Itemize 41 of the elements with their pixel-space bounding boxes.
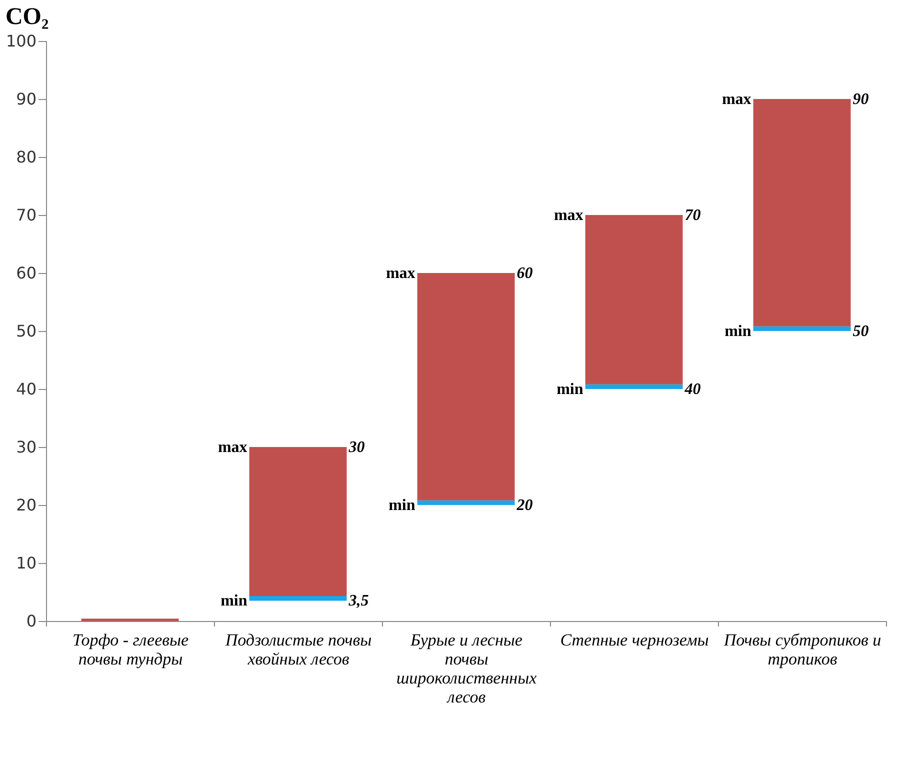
bar [753,99,851,326]
x-tick-label: Бурые и лесные почвы широколиственных лесов [396,630,538,706]
y-tick-label: 90 [16,90,36,108]
y-tick-label: 20 [16,496,36,514]
annotation: min [556,381,584,398]
annotation: 20 [516,497,533,514]
bar [417,500,515,505]
bar [753,326,851,331]
bar [417,273,515,500]
x-tick-label: Подзолистые почвы хвойных лесов [224,630,372,668]
y-tick-label: 100 [6,32,36,50]
data-label: 30 [348,439,365,456]
data-label: 60 [516,265,533,282]
annotation: 50 [852,323,869,340]
annotation: min [220,592,248,610]
bar [249,447,347,596]
annotation: max [218,439,248,456]
data-label: 90 [852,91,869,108]
annotation: max [386,265,416,282]
bar [585,384,683,389]
x-tick-label: Почвы субтропиков и тропиков [722,630,882,668]
x-tick-label: Торфо - глеевые почвы тундры [72,630,190,668]
y-tick-label: 70 [16,206,36,224]
annotation: max [722,91,752,108]
annotation: 3,5 [348,592,369,610]
y-tick-label: 50 [16,322,36,340]
bar [585,215,683,384]
bar [249,596,347,601]
annotation: 40 [684,381,701,398]
y-tick-label: 0 [26,612,36,630]
annotation: min [388,497,416,514]
x-tick-label: Степные черноземы [560,630,709,650]
y-tick-label: 80 [16,148,36,166]
annotation: max [554,207,584,224]
annotation: min [724,323,752,340]
y-tick-label: 10 [16,554,36,572]
y-tick-label: 40 [16,380,36,398]
chart-title: CO₂ [5,4,49,30]
y-tick-label: 30 [16,438,36,456]
y-tick-label: 60 [16,264,36,282]
data-label: 70 [684,207,701,224]
